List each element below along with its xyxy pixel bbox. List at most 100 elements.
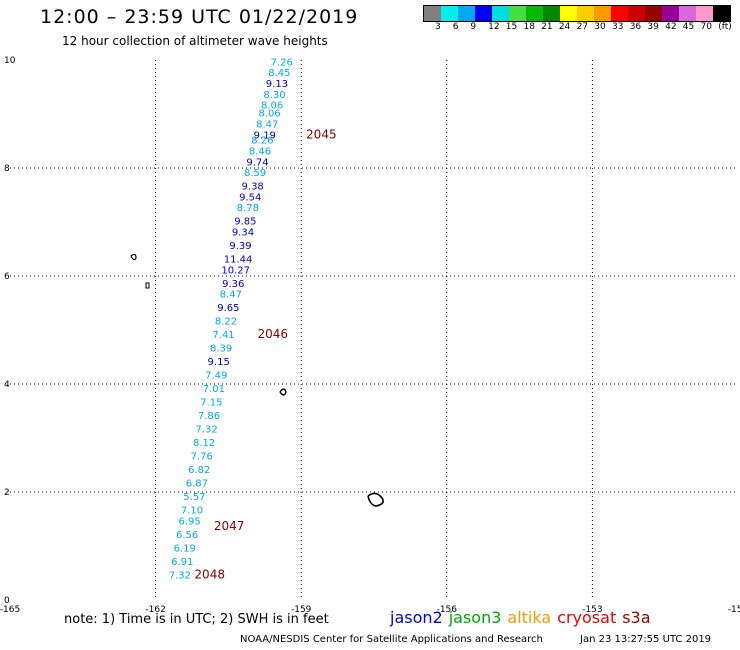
swh-value-label: 11.44 [224, 255, 253, 266]
island-outline [130, 253, 137, 261]
y-tick-label: 4 [4, 380, 10, 390]
footer-note: note: 1) Time is in UTC; 2) SWH is in fe… [64, 612, 329, 627]
chart-title: 12:00 – 23:59 UTC 01/22/2019 [40, 6, 359, 28]
swh-value-label: 8.39 [210, 344, 232, 355]
scale-swatch [509, 6, 526, 21]
x-tick-label: -162 [145, 605, 165, 615]
scale-swatch [594, 6, 611, 21]
scale-label: 70 [700, 22, 712, 32]
scale-swatch [679, 6, 696, 21]
swh-value-label: 9.54 [239, 192, 261, 203]
swh-value-label: 9.38 [242, 182, 264, 193]
color-scale-bar [423, 5, 731, 22]
legend-jason2: jason2 [390, 608, 443, 627]
legend-s3a: s3a [622, 608, 651, 627]
scale-swatch [475, 6, 492, 21]
swh-value-label: 8.78 [237, 203, 259, 214]
y-tick-label: 8 [4, 164, 10, 174]
scale-label: 9 [470, 22, 477, 32]
pass-time-label: 2048 [194, 567, 225, 581]
scale-label: 30 [594, 22, 606, 32]
swh-value-label: 9.15 [208, 357, 230, 368]
scale-label: (ft) [718, 22, 732, 32]
legend-altika: altika [507, 608, 552, 627]
x-tick-label: -159 [291, 605, 312, 615]
scale-swatch [492, 6, 509, 21]
swh-value-label: 5.57 [183, 492, 205, 503]
pass-time-label: 2047 [214, 519, 245, 533]
swh-value-label: 9.85 [234, 217, 256, 228]
swh-value-label: 9.65 [217, 303, 239, 314]
swh-value-label: 8.06 [259, 109, 281, 120]
scale-label: 3 [435, 22, 441, 32]
chart-subtitle: 12 hour collection of altimeter wave hei… [62, 34, 328, 48]
swh-value-label: 7.76 [191, 452, 213, 463]
swh-value-label: 8.47 [220, 290, 242, 301]
legend-cryosat: cryosat [557, 608, 617, 627]
swh-value-label: 6.87 [186, 479, 208, 490]
pass-time-label: 2046 [258, 327, 289, 341]
swh-value-label: 7.49 [205, 371, 227, 382]
scale-label: 42 [665, 22, 677, 32]
swh-value-label: 9.19 [254, 130, 276, 141]
swh-value-label: 6.56 [176, 530, 198, 541]
swh-value-label: 10.27 [221, 265, 250, 276]
x-tick-label: -150 [728, 605, 740, 615]
swh-value-label: 7.32 [195, 425, 217, 436]
swh-value-label: 7.10 [181, 506, 203, 517]
scale-label: 15 [505, 22, 518, 32]
swh-value-label: 8.06 [261, 101, 283, 112]
swh-value-label: 7.86 [198, 411, 220, 422]
y-tick-label: 2 [4, 488, 10, 498]
scale-swatch [577, 6, 594, 21]
scale-swatch [543, 6, 560, 21]
swh-value-label: 8.22 [215, 317, 237, 328]
swh-value-label: 8.45 [268, 68, 290, 79]
island-outline [367, 492, 384, 507]
swh-value-label: 8.30 [263, 90, 285, 101]
swh-value-label: 7.32 [169, 570, 191, 581]
x-tick-label: -153 [582, 605, 602, 615]
swh-value-label: 7.01 [203, 384, 225, 395]
y-tick-label: 6 [4, 272, 10, 282]
y-tick-label: 0 [4, 596, 10, 606]
scale-swatch [526, 6, 543, 21]
swh-value-label: 9.74 [246, 157, 268, 168]
scale-swatch [458, 6, 475, 21]
swh-value-label: 8.46 [249, 147, 271, 158]
x-tick-label: -165 [0, 605, 20, 615]
scale-swatch [696, 6, 713, 21]
color-scale-labels: 3 6 9 12 15 18 21 24 27 30 33 36 39 42 45 70 (ft) [423, 22, 740, 34]
scale-swatch [628, 6, 645, 21]
scale-label: 45 [682, 22, 695, 32]
footer-timestamp: Jan 23 13:27:55 UTC 2019 [580, 634, 712, 645]
scale-swatch [713, 6, 730, 21]
pass-time-label: 2045 [306, 127, 337, 141]
scale-label: 12 [488, 22, 500, 32]
scale-label: 18 [523, 22, 535, 32]
swh-value-label: 6.19 [174, 543, 196, 554]
swh-value-label: 8.47 [256, 120, 278, 131]
swh-value-label: 7.41 [212, 330, 234, 341]
swh-value-label: 7.26 [271, 57, 293, 68]
scale-swatch [441, 6, 458, 21]
swh-value-label: 6.82 [188, 465, 210, 476]
scale-label: 6 [452, 22, 459, 32]
y-tick-label: 10 [4, 56, 16, 66]
scale-label: 27 [576, 22, 589, 32]
scale-swatch [662, 6, 679, 21]
island-outline [279, 388, 287, 396]
scale-swatch [560, 6, 577, 21]
island-outline [145, 282, 150, 289]
swh-value-label: 8.12 [193, 438, 215, 449]
scale-label: 21 [541, 22, 553, 32]
swh-value-label: 8.59 [244, 168, 266, 179]
satellite-legend: jason2 jason3 altika cryosat s3a [390, 608, 657, 627]
x-tick-label: -156 [437, 605, 458, 615]
scale-label: 33 [612, 22, 624, 32]
scale-swatch [645, 6, 662, 21]
legend-jason3: jason3 [448, 608, 502, 627]
swh-value-label: 6.95 [178, 516, 200, 527]
